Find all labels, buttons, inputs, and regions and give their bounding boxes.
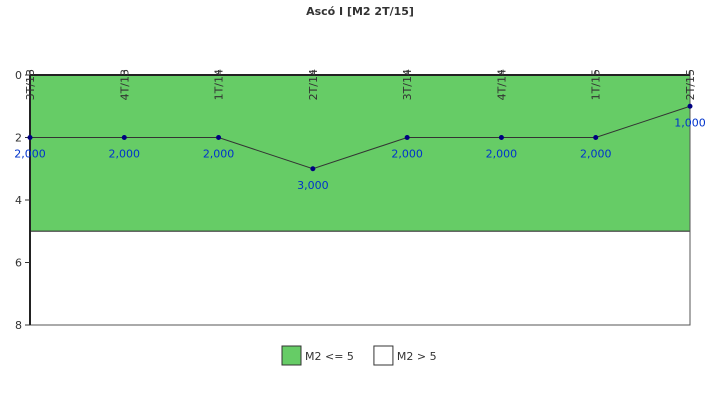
value-label: 2,000 [486,148,518,161]
x-tick-label: 4T/14 [495,69,508,100]
y-tick-label: 0 [15,69,22,82]
y-tick-label: 2 [15,132,22,145]
value-label: 2,000 [391,148,423,161]
x-tick-label: 1T/15 [590,69,603,100]
value-label: 2,000 [109,148,141,161]
point [593,135,599,140]
point [498,135,504,140]
value-label: 1,000 [674,116,706,129]
x-tick-label: 2T/14 [307,69,320,100]
point [404,135,410,140]
x-tick-label: 4T/13 [118,69,131,100]
legend-label: M2 <= 5 [305,350,354,363]
x-tick-label: 2T/15 [684,69,697,100]
legend-swatch [281,345,302,366]
y-tick-label: 6 [15,257,22,270]
point [310,166,316,172]
value-label: 2,000 [14,148,46,161]
point [27,135,33,140]
band [29,230,691,326]
legend-swatch [373,345,394,366]
series-line [30,105,691,170]
value-label: 3,000 [297,179,329,192]
x-tick-label: 1T/14 [213,69,226,100]
point [121,135,127,140]
chart-title: Ascó I [M2 2T/15] [306,5,414,18]
point [687,103,693,109]
point [216,135,222,140]
value-label: 2,000 [580,148,612,161]
y-tick-label: 4 [15,194,22,207]
x-tick-label: 3T/13 [24,69,37,100]
legend-label: M2 > 5 [397,350,437,363]
y-tick-label: 8 [15,319,22,332]
x-tick-label: 3T/14 [401,69,414,100]
value-label: 2,000 [203,148,235,161]
